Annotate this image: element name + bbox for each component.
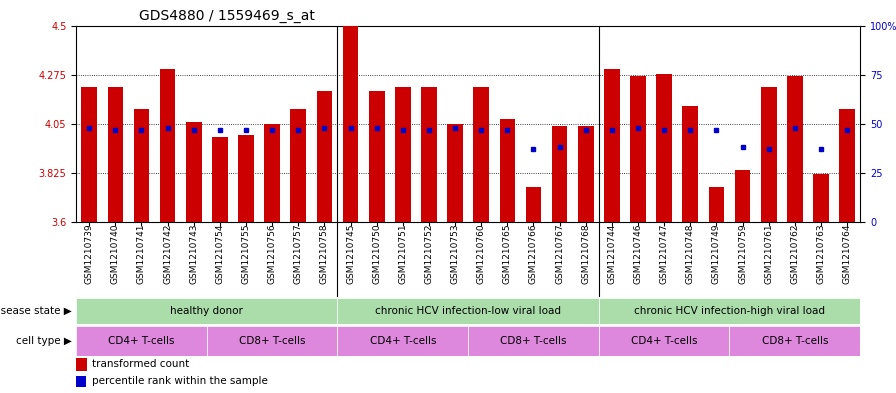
Bar [338,326,469,356]
Text: GSM1210748: GSM1210748 [685,224,694,284]
Text: GSM1210745: GSM1210745 [346,224,355,284]
Bar [787,76,803,222]
Bar [76,326,207,356]
Text: GSM1210746: GSM1210746 [633,224,642,284]
Text: GSM1210764: GSM1210764 [842,224,851,284]
Text: GSM1210763: GSM1210763 [816,224,825,284]
Bar [552,126,567,222]
Bar [264,124,280,222]
Bar [709,187,724,222]
Bar [630,76,646,222]
Text: GSM1210740: GSM1210740 [111,224,120,284]
Text: GSM1210739: GSM1210739 [85,224,94,284]
Text: GSM1210752: GSM1210752 [425,224,434,284]
Bar [421,87,437,222]
Text: GSM1210747: GSM1210747 [659,224,668,284]
Bar [683,107,698,222]
Bar [599,298,860,324]
Bar [290,108,306,222]
Text: CD8+ T-cells: CD8+ T-cells [762,336,828,346]
Bar [108,87,124,222]
Bar [369,91,384,222]
Text: GSM1210767: GSM1210767 [556,224,564,284]
Text: GSM1210749: GSM1210749 [712,224,721,284]
Text: GSM1210753: GSM1210753 [451,224,460,284]
Bar [657,73,672,222]
Text: GSM1210756: GSM1210756 [268,224,277,284]
Bar [134,108,150,222]
Text: cell type ▶: cell type ▶ [16,336,72,346]
Bar [212,137,228,222]
Bar [500,119,515,222]
Text: GSM1210750: GSM1210750 [372,224,381,284]
Bar [761,87,777,222]
Text: transformed count: transformed count [92,359,189,369]
Bar [186,121,202,222]
Text: GSM1210758: GSM1210758 [320,224,329,284]
Bar [76,298,338,324]
Bar [395,87,410,222]
Text: GSM1210766: GSM1210766 [529,224,538,284]
Text: GSM1210757: GSM1210757 [294,224,303,284]
Bar [207,326,338,356]
Bar [604,69,620,222]
Bar [735,170,751,222]
Text: GDS4880 / 1559469_s_at: GDS4880 / 1559469_s_at [139,9,314,23]
Text: GSM1210742: GSM1210742 [163,224,172,284]
Bar [159,69,176,222]
Text: chronic HCV infection-high viral load: chronic HCV infection-high viral load [634,306,825,316]
Bar [76,358,88,371]
Bar [729,326,860,356]
Text: GSM1210762: GSM1210762 [790,224,799,284]
Text: GSM1210754: GSM1210754 [215,224,224,284]
Bar [447,124,463,222]
Text: GSM1210741: GSM1210741 [137,224,146,284]
Bar [840,108,855,222]
Bar [338,298,599,324]
Text: CD8+ T-cells: CD8+ T-cells [239,336,306,346]
Text: chronic HCV infection-low viral load: chronic HCV infection-low viral load [375,306,561,316]
Bar [342,26,358,222]
Text: GSM1210765: GSM1210765 [503,224,512,284]
Bar [316,91,332,222]
Bar [526,187,541,222]
Bar [469,326,599,356]
Text: GSM1210755: GSM1210755 [242,224,251,284]
Text: CD4+ T-cells: CD4+ T-cells [369,336,436,346]
Text: GSM1210759: GSM1210759 [738,224,747,284]
Bar [599,326,729,356]
Bar [473,87,489,222]
Text: percentile rank within the sample: percentile rank within the sample [92,376,268,386]
Text: CD4+ T-cells: CD4+ T-cells [108,336,175,346]
Bar [578,126,594,222]
Text: GSM1210744: GSM1210744 [607,224,616,284]
Bar [76,376,86,387]
Bar [814,174,829,222]
Text: GSM1210761: GSM1210761 [764,224,773,284]
Text: CD4+ T-cells: CD4+ T-cells [631,336,697,346]
Text: CD8+ T-cells: CD8+ T-cells [500,336,567,346]
Text: healthy donor: healthy donor [170,306,244,316]
Bar [82,87,97,222]
Text: GSM1210751: GSM1210751 [399,224,408,284]
Text: GSM1210743: GSM1210743 [189,224,198,284]
Bar [238,135,254,222]
Text: GSM1210768: GSM1210768 [582,224,590,284]
Text: disease state ▶: disease state ▶ [0,306,72,316]
Text: GSM1210760: GSM1210760 [477,224,486,284]
